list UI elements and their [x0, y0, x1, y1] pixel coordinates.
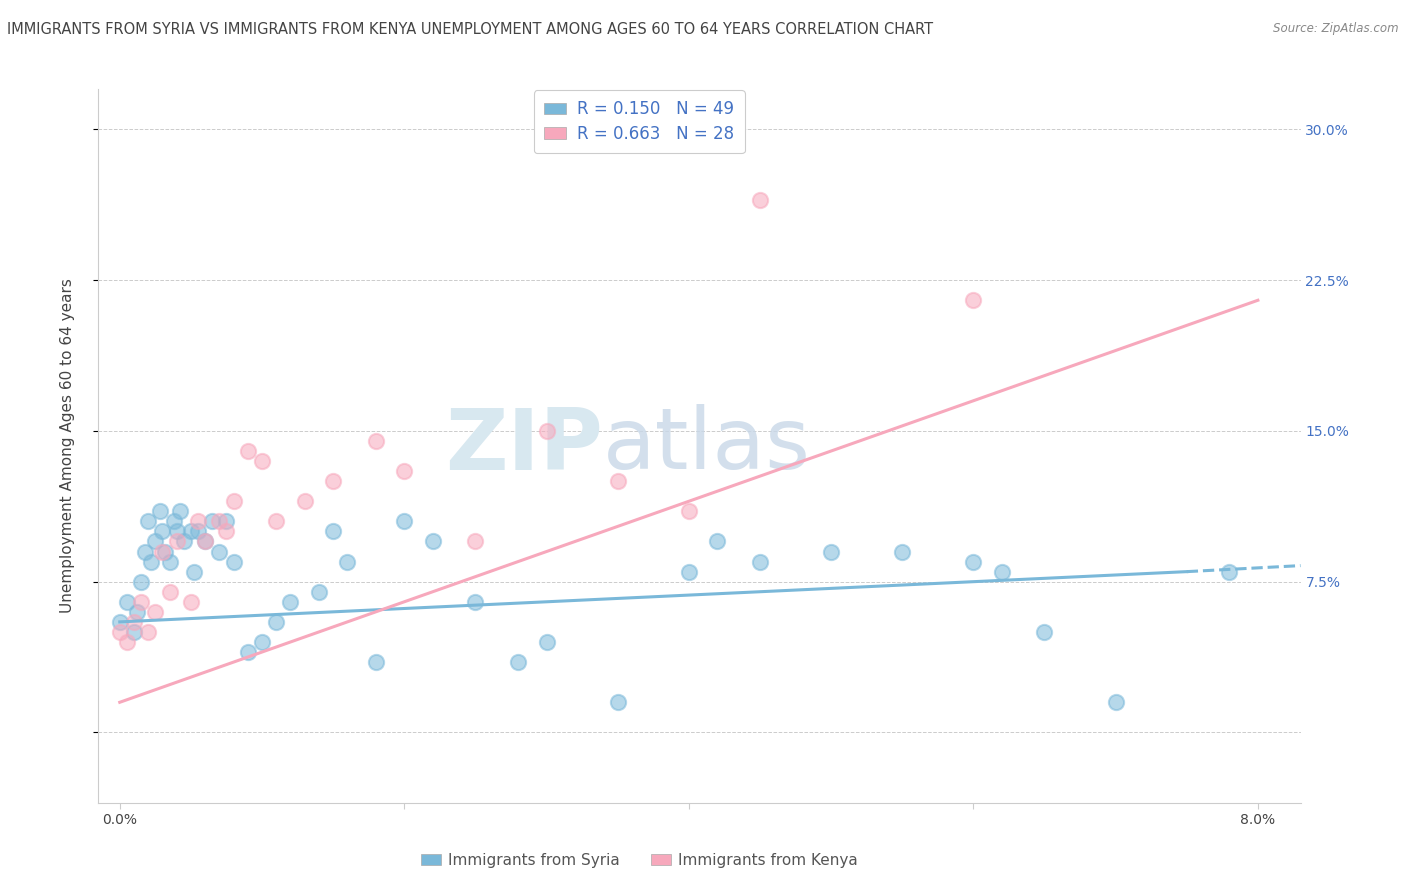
Point — [464, 595, 486, 609]
Point — [464, 534, 486, 549]
Point — [143, 605, 166, 619]
Point — [166, 534, 188, 549]
Legend: Immigrants from Syria, Immigrants from Kenya: Immigrants from Syria, Immigrants from K… — [415, 847, 865, 873]
Point — [143, 534, 166, 549]
Point — [506, 655, 529, 669]
Point — [222, 555, 245, 569]
Point — [194, 534, 217, 549]
Point — [194, 534, 217, 549]
Point — [187, 515, 209, 529]
Text: IMMIGRANTS FROM SYRIA VS IMMIGRANTS FROM KENYA UNEMPLOYMENT AMONG AGES 60 TO 64 : IMMIGRANTS FROM SYRIA VS IMMIGRANTS FROM… — [7, 22, 934, 37]
Point — [364, 655, 387, 669]
Point — [159, 584, 181, 599]
Point — [962, 293, 984, 308]
Point — [820, 544, 842, 558]
Text: Source: ZipAtlas.com: Source: ZipAtlas.com — [1274, 22, 1399, 36]
Y-axis label: Unemployment Among Ages 60 to 64 years: Unemployment Among Ages 60 to 64 years — [60, 278, 75, 614]
Point — [322, 474, 344, 488]
Point — [163, 515, 186, 529]
Point — [173, 534, 195, 549]
Point — [280, 595, 302, 609]
Point — [208, 515, 231, 529]
Point — [364, 434, 387, 448]
Point — [201, 515, 224, 529]
Text: atlas: atlas — [603, 404, 811, 488]
Point — [215, 524, 238, 539]
Point — [208, 544, 231, 558]
Point — [394, 464, 416, 478]
Point — [749, 555, 772, 569]
Point — [336, 555, 359, 569]
Point — [678, 504, 700, 518]
Point — [108, 615, 131, 629]
Point — [180, 524, 202, 539]
Point — [183, 565, 205, 579]
Point — [152, 544, 174, 558]
Point — [115, 635, 138, 649]
Point — [122, 624, 145, 639]
Point — [236, 444, 259, 458]
Point — [136, 624, 159, 639]
Point — [536, 635, 558, 649]
Point — [134, 544, 156, 558]
Point — [1104, 695, 1126, 709]
Point — [678, 565, 700, 579]
Point — [152, 524, 174, 539]
Point — [891, 544, 914, 558]
Point — [394, 515, 416, 529]
Point — [264, 615, 287, 629]
Text: ZIP: ZIP — [446, 404, 603, 488]
Point — [136, 515, 159, 529]
Point — [129, 574, 152, 589]
Point — [606, 474, 628, 488]
Point — [108, 624, 131, 639]
Point — [155, 544, 177, 558]
Point — [962, 555, 984, 569]
Point — [215, 515, 238, 529]
Point — [706, 534, 728, 549]
Point — [125, 605, 148, 619]
Point — [115, 595, 138, 609]
Point — [749, 193, 772, 207]
Point — [250, 635, 273, 649]
Point — [169, 504, 191, 518]
Point — [187, 524, 209, 539]
Point — [1218, 565, 1240, 579]
Point — [294, 494, 316, 508]
Point — [1033, 624, 1056, 639]
Point — [159, 555, 181, 569]
Point — [606, 695, 628, 709]
Point — [122, 615, 145, 629]
Point — [308, 584, 330, 599]
Point — [322, 524, 344, 539]
Point — [180, 595, 202, 609]
Point — [149, 504, 172, 518]
Point — [422, 534, 444, 549]
Point — [236, 645, 259, 659]
Point — [129, 595, 152, 609]
Point — [222, 494, 245, 508]
Point — [250, 454, 273, 468]
Point — [166, 524, 188, 539]
Point — [536, 424, 558, 438]
Point — [991, 565, 1014, 579]
Point — [264, 515, 287, 529]
Point — [139, 555, 162, 569]
